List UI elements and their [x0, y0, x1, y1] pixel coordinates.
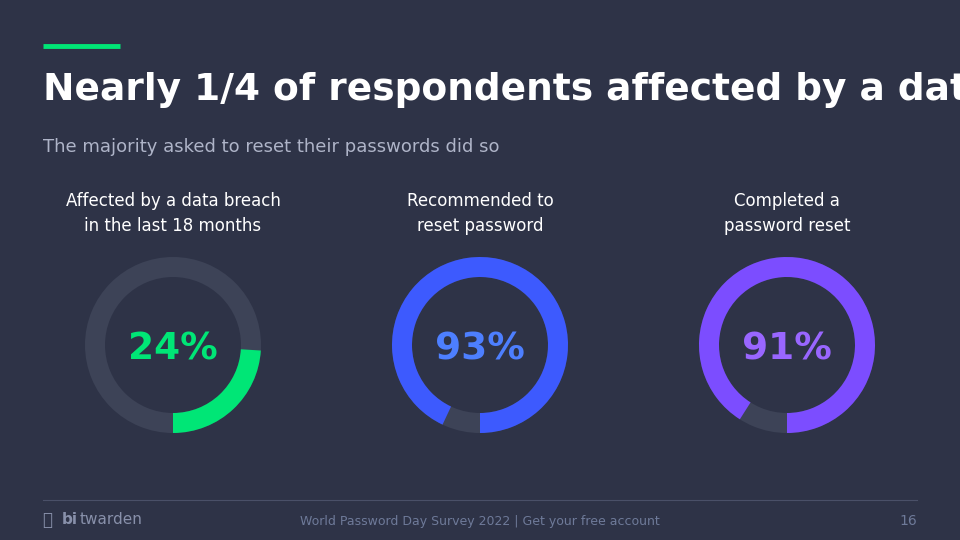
Text: The majority asked to reset their passwords did so: The majority asked to reset their passwo… [43, 138, 499, 156]
Text: bi: bi [62, 512, 78, 528]
Wedge shape [392, 257, 568, 433]
Text: 24%: 24% [128, 332, 218, 368]
Text: ⛨: ⛨ [43, 511, 59, 529]
Text: 16: 16 [900, 514, 917, 528]
Wedge shape [392, 257, 568, 433]
Text: World Password Day Survey 2022 | Get your free account: World Password Day Survey 2022 | Get you… [300, 515, 660, 528]
Wedge shape [173, 349, 261, 433]
Text: 93%: 93% [435, 332, 525, 368]
Text: Nearly 1/4 of respondents affected by a data breach: Nearly 1/4 of respondents affected by a … [43, 72, 960, 108]
Text: twarden: twarden [80, 512, 143, 528]
Wedge shape [85, 257, 261, 433]
Wedge shape [699, 257, 875, 433]
Text: Affected by a data breach
in the last 18 months: Affected by a data breach in the last 18… [65, 192, 280, 235]
Text: 91%: 91% [742, 332, 832, 368]
Text: Completed a
password reset: Completed a password reset [724, 192, 851, 235]
Wedge shape [699, 257, 875, 433]
Text: Recommended to
reset password: Recommended to reset password [407, 192, 553, 235]
